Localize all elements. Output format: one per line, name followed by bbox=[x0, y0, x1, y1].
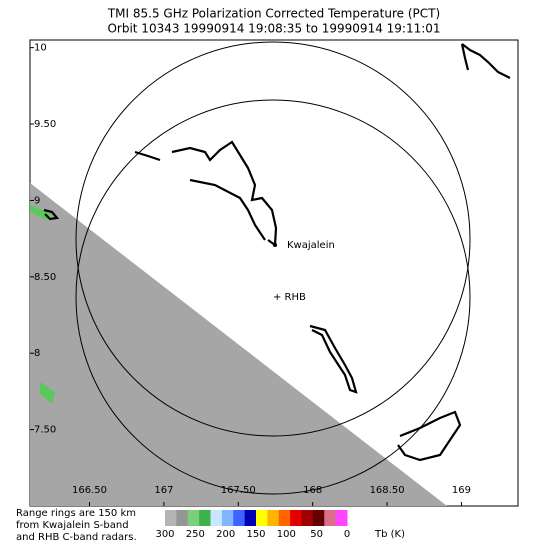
colorbar-cell bbox=[267, 510, 280, 526]
lat-tick-label: 10 bbox=[34, 43, 47, 54]
note: from Kwajalein S-band bbox=[16, 520, 129, 531]
colorbar-cell bbox=[312, 510, 325, 526]
colorbar-cell bbox=[221, 510, 234, 526]
lon-tick-label: 167 bbox=[154, 485, 173, 496]
lon-tick-label: 166.50 bbox=[72, 485, 107, 496]
title-line: TMI 85.5 GHz Polarization Corrected Temp… bbox=[107, 7, 440, 21]
colorbar-label: 100 bbox=[277, 529, 296, 540]
colorbar-label: 0 bbox=[344, 529, 350, 540]
colorbar-cell bbox=[290, 510, 302, 526]
lat-tick-label: 9 bbox=[34, 195, 40, 206]
colorbar-label: 250 bbox=[186, 529, 205, 540]
lat-tick-label: 8 bbox=[34, 348, 40, 359]
colorbar-cell bbox=[233, 510, 246, 526]
lat-tick-label: 9.50 bbox=[34, 119, 56, 130]
title-line: Orbit 10343 19990914 19:08:35 to 1999091… bbox=[107, 22, 440, 36]
colorbar-label: 200 bbox=[216, 529, 235, 540]
islands bbox=[43, 43, 511, 462]
lon-tick-label: 169 bbox=[452, 485, 471, 496]
colorbar-label: 150 bbox=[246, 529, 265, 540]
place-label: Kwajalein bbox=[287, 240, 335, 251]
colorbar-cell bbox=[176, 510, 189, 526]
note: and RHB C-band radars. bbox=[16, 532, 137, 543]
colorbar-cell bbox=[187, 510, 200, 526]
lon-tick-label: 167.50 bbox=[221, 485, 256, 496]
colorbar-cell bbox=[324, 510, 337, 526]
colorbar-cell bbox=[199, 510, 211, 526]
swath-pixels bbox=[40, 382, 55, 404]
colorbar-label: 50 bbox=[310, 529, 323, 540]
colorbar-cell bbox=[335, 510, 348, 526]
colorbar-cell bbox=[278, 510, 291, 526]
lon-tick-label: 168.50 bbox=[370, 485, 405, 496]
colorbar-cell bbox=[244, 510, 257, 526]
lat-tick-label: 7.50 bbox=[34, 425, 56, 436]
colorbar-cell bbox=[256, 510, 268, 526]
kwajalein-marker bbox=[273, 243, 277, 247]
lon-tick-label: 168 bbox=[303, 485, 322, 496]
colorbar-unit: Tb (K) bbox=[374, 529, 405, 540]
colorbar-cell bbox=[301, 510, 314, 526]
colorbar-cell bbox=[165, 510, 177, 526]
lat-tick-label: 8.50 bbox=[34, 272, 56, 283]
satellite-swath bbox=[30, 183, 447, 506]
colorbar-cell bbox=[210, 510, 223, 526]
range-ring bbox=[75, 41, 471, 437]
place-label: + RHB bbox=[273, 292, 306, 303]
range-ring bbox=[75, 99, 471, 495]
note: Range rings are 150 km bbox=[16, 508, 136, 519]
colorbar-label: 300 bbox=[155, 529, 174, 540]
